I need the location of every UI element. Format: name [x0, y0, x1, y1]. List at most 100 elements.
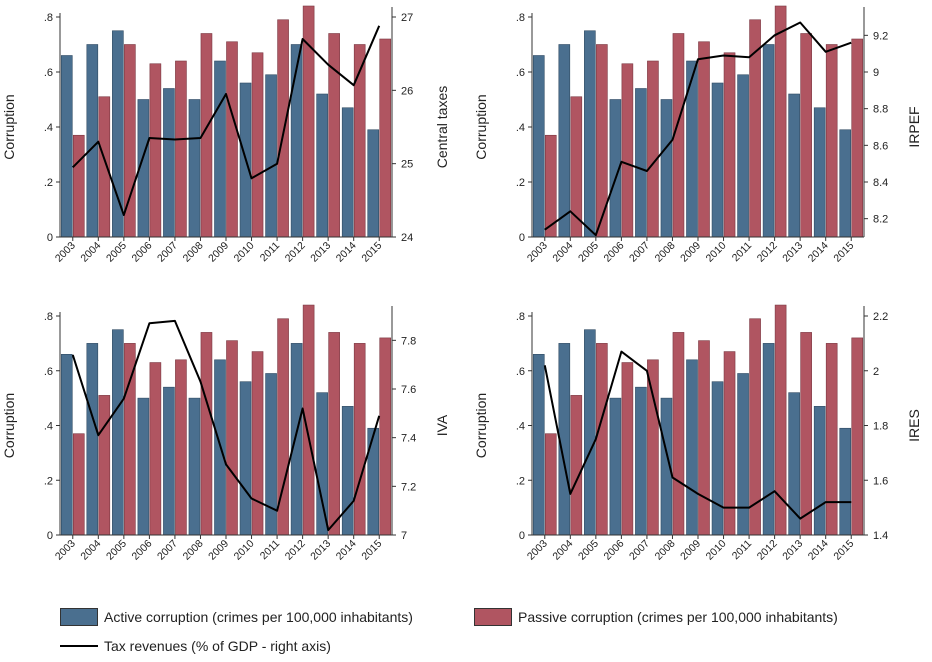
y2-tick-label: 1.4 — [873, 530, 888, 542]
x-tick-label-2003: 2003 — [53, 240, 78, 265]
x-tick-label-2007: 2007 — [627, 240, 652, 265]
x-tick-label-2013: 2013 — [308, 538, 333, 563]
bar-passive-2006 — [621, 63, 634, 238]
x-tick-label-2012: 2012 — [755, 240, 780, 265]
y-tick-label: 0 — [47, 530, 53, 542]
bar-passive-2010 — [251, 52, 264, 238]
y2-tick-label: 26 — [401, 85, 413, 97]
bar-active-2004 — [86, 343, 99, 536]
bar-active-2008 — [188, 99, 201, 238]
bar-active-2005 — [584, 329, 596, 536]
x-tick-label-2005: 2005 — [104, 538, 129, 563]
legend-item-active: Active corruption (crimes per 100,000 in… — [60, 608, 413, 626]
y2-tick-label: 25 — [401, 159, 413, 171]
x-tick-label-2015: 2015 — [359, 538, 384, 563]
bar-active-2013 — [316, 392, 328, 536]
bar-active-2006 — [137, 397, 150, 536]
bar-passive-2005 — [596, 343, 608, 536]
y-tick-label: .6 — [516, 366, 525, 378]
y-tick-label: .8 — [516, 311, 525, 323]
x-tick-label-2004: 2004 — [550, 240, 575, 265]
x-tick-label-2006: 2006 — [130, 538, 155, 563]
bar-passive-2003 — [72, 134, 85, 238]
legend-swatch-passive — [474, 608, 512, 626]
y-tick-label: 0 — [519, 530, 525, 542]
legend-item-line: Tax revenues (% of GDP - right axis) — [60, 638, 331, 654]
x-tick-label-2012: 2012 — [283, 538, 308, 563]
bar-active-2013 — [788, 93, 800, 238]
y2-tick-label: 27 — [401, 12, 413, 24]
y2-tick-label: 2 — [873, 366, 879, 378]
x-tick-label-2014: 2014 — [806, 538, 831, 563]
x-tick-label-2011: 2011 — [730, 538, 755, 563]
bar-active-2012 — [762, 343, 775, 536]
chart-panel-3: 2003 2004 2005 2006 2007 2008 2009 2010 2011 2012… — [1, 304, 450, 563]
bar-active-2012 — [762, 44, 775, 238]
bar-passive-2010 — [723, 52, 736, 238]
bar-passive-2007 — [175, 359, 187, 536]
x-tick-label-2004: 2004 — [550, 538, 575, 563]
bar-active-2012 — [290, 343, 303, 536]
chart-panel-1: 2003 2004 2005 2006 2007 2008 2009 2010 2011 2012… — [1, 5, 450, 265]
bar-active-2009 — [686, 359, 698, 536]
bar-active-2014 — [341, 107, 354, 238]
tax-revenue-line — [71, 319, 381, 532]
bar-active-2007 — [635, 386, 647, 536]
tax-revenue-line — [72, 25, 381, 216]
bar-passive-2007 — [175, 60, 187, 238]
bar-active-2010 — [711, 82, 724, 238]
bar-passive-2011 — [749, 318, 761, 536]
y-tick-label: .6 — [44, 366, 53, 378]
bar-passive-2015 — [851, 337, 864, 536]
bar-passive-2006 — [621, 362, 634, 536]
x-tick-label-2010: 2010 — [232, 538, 257, 563]
bar-active-2013 — [788, 392, 800, 536]
bar-active-2011 — [265, 74, 277, 238]
bar-passive-2009 — [698, 340, 710, 536]
bar-passive-2008 — [200, 332, 213, 536]
legend-label-passive: Passive corruption (crimes per 100,000 i… — [518, 609, 838, 625]
chart-panel-2: 2003 2004 2005 2006 2007 2008 2009 2010 2011 2012… — [473, 5, 922, 265]
legend: Active corruption (crimes per 100,000 in… — [0, 600, 932, 662]
y2-tick-label: 8.4 — [873, 177, 888, 189]
x-tick-label-2006: 2006 — [602, 538, 627, 563]
x-tick-label-2007: 2007 — [155, 240, 180, 265]
bar-active-2015 — [839, 129, 852, 238]
x-tick-label-2009: 2009 — [678, 240, 703, 265]
bar-passive-2009 — [698, 41, 710, 238]
y-axis-title: Corruption — [1, 94, 17, 159]
y-tick-label: .4 — [516, 421, 525, 433]
x-tick-label-2009: 2009 — [206, 240, 231, 265]
x-tick-label-2012: 2012 — [283, 240, 308, 265]
bar-passive-2013 — [328, 33, 340, 238]
bar-active-2015 — [839, 427, 852, 536]
y2-tick-label: 7 — [401, 530, 407, 542]
x-tick-label-2013: 2013 — [780, 240, 805, 265]
bar-passive-2007 — [647, 359, 659, 536]
y2-axis-title: Central taxes — [434, 86, 450, 168]
y-tick-label: .2 — [44, 177, 53, 189]
bar-active-2009 — [214, 60, 226, 238]
x-tick-label-2015: 2015 — [359, 240, 384, 265]
bar-active-2007 — [163, 386, 175, 536]
y2-tick-label: 24 — [401, 232, 413, 244]
x-tick-label-2008: 2008 — [653, 538, 678, 563]
y2-tick-label: 8.6 — [873, 140, 888, 152]
y2-tick-label: 2.2 — [873, 311, 888, 323]
bar-active-2010 — [239, 381, 252, 536]
bar-active-2007 — [635, 88, 647, 238]
bar-passive-2010 — [251, 351, 264, 536]
bar-active-2014 — [341, 406, 354, 536]
bar-passive-2013 — [328, 332, 340, 536]
y-tick-label: .4 — [44, 421, 53, 433]
bar-active-2015 — [367, 427, 380, 536]
x-tick-label-2014: 2014 — [334, 240, 359, 265]
y2-axis-title: IVA — [434, 414, 450, 436]
y2-tick-label: 1.8 — [873, 421, 888, 433]
bar-active-2014 — [813, 406, 826, 536]
y2-tick-label: 7.4 — [401, 433, 416, 445]
bar-active-2015 — [367, 129, 380, 238]
y2-tick-label: 7.8 — [401, 335, 416, 347]
x-tick-label-2010: 2010 — [704, 240, 729, 265]
y-tick-label: .6 — [516, 67, 525, 79]
